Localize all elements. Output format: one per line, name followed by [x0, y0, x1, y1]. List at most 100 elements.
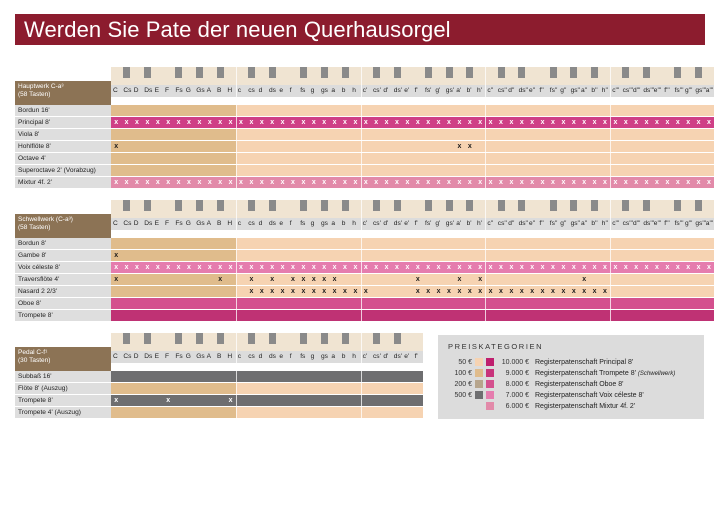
note-name: D: [133, 353, 139, 360]
sponsor-mark: x: [207, 119, 212, 126]
sponsor-mark: x: [499, 179, 503, 186]
sponsor-mark: x: [166, 264, 171, 271]
schwellwerk-header: Schwellwerk (C-a³) (58 Tasten): [15, 214, 111, 238]
black-key: [497, 200, 505, 211]
sponsor-mark: x: [561, 264, 566, 271]
sponsorship-amount: 6.000 €: [505, 403, 529, 410]
sponsor-mark: x: [415, 288, 420, 295]
note-name: C: [113, 220, 118, 227]
note-name: fs''': [674, 220, 684, 227]
sponsor-mark: x: [332, 179, 337, 186]
sponsor-mark: x: [499, 288, 503, 295]
stop-name: Trompete 4' (Auszug): [15, 407, 111, 419]
sponsor-mark: x: [655, 264, 659, 271]
stop-bar: x: [111, 250, 715, 261]
sponsor-mark: x: [249, 179, 254, 186]
note-name: Cs: [123, 87, 132, 94]
sponsor-mark: x: [187, 264, 191, 271]
note-name: b: [341, 353, 346, 360]
note-name: Gs: [196, 353, 205, 360]
note-name: h: [352, 87, 356, 94]
stop-name: Traversflöte 4': [15, 274, 111, 286]
sponsor-mark: x: [270, 119, 275, 126]
sponsor-mark: x: [343, 179, 347, 186]
sponsor-mark: x: [478, 276, 483, 283]
sponsor-mark: x: [571, 264, 576, 271]
black-key: [466, 67, 474, 78]
sponsor-mark: x: [582, 264, 587, 271]
sponsor-mark: x: [270, 276, 275, 283]
note-name: F: [165, 220, 170, 227]
sponsor-mark: x: [124, 264, 129, 271]
octave-divider: [235, 333, 237, 419]
sponsor-mark: x: [239, 119, 243, 126]
sponsor-mark: x: [571, 119, 576, 126]
sponsor-mark: x: [405, 264, 410, 271]
sponsor-mark: x: [592, 288, 597, 295]
note-name: gs': [445, 220, 455, 227]
note-name: b': [466, 220, 472, 227]
sponsor-mark: x: [218, 276, 223, 283]
sponsor-mark: x: [249, 119, 254, 126]
note-name: f: [289, 220, 292, 227]
note-name: b': [466, 87, 472, 94]
note-name: ds': [393, 87, 403, 94]
note-name: cs': [373, 220, 381, 227]
sponsor-mark: x: [686, 119, 691, 126]
sponsor-mark: x: [155, 179, 160, 186]
sponsor-mark: x: [353, 179, 358, 186]
sponsor-mark: x: [561, 179, 566, 186]
black-key: [570, 67, 578, 78]
sponsor-mark: x: [655, 119, 659, 126]
sponsorship-text: Registerpatenschaft Principal 8': [535, 359, 634, 366]
note-name: ds: [269, 353, 276, 360]
sponsor-mark: x: [322, 179, 327, 186]
sponsor-mark: x: [509, 119, 514, 126]
sponsor-mark: x: [343, 288, 347, 295]
sponsor-mark: x: [467, 264, 472, 271]
black-key: [622, 200, 630, 211]
sponsor-mark: x: [623, 264, 628, 271]
sponsorship-amount: 9.000 €: [505, 370, 529, 377]
note-name: cs': [373, 353, 381, 360]
sponsor-mark: x: [499, 264, 503, 271]
sponsorship-text: Registerpatenschaft Voix céleste 8': [535, 392, 644, 399]
hauptwerk-stop-row: Superoctave 2' (Vorabzug): [15, 165, 715, 177]
pedal-title: Pedal C-f¹: [18, 349, 48, 356]
note-name: e': [404, 353, 410, 360]
stop-name: Viola 8': [15, 129, 111, 141]
note-name: g': [435, 87, 441, 94]
sponsor-mark: x: [436, 288, 441, 295]
sponsor-mark: x: [270, 179, 275, 186]
note-name: ds''': [643, 220, 655, 227]
stop-name: Nasard 2 2/3': [15, 286, 111, 298]
note-name: e''': [653, 87, 662, 94]
note-name: e': [404, 220, 410, 227]
sponsor-mark: x: [509, 264, 514, 271]
sponsor-mark: x: [384, 119, 389, 126]
stop-name: Subbaß 16': [15, 371, 111, 383]
black-key: [549, 67, 557, 78]
sponsor-mark: x: [415, 276, 420, 283]
black-key: [570, 200, 578, 211]
note-name: ds'': [518, 87, 529, 94]
sponsor-mark: x: [519, 264, 524, 271]
stop-name: Trompete 8': [15, 395, 111, 407]
pedal-stop-row: Subbaß 16': [15, 371, 423, 383]
sponsor-mark: x: [259, 288, 264, 295]
sponsor-mark: x: [509, 288, 514, 295]
note-name: gs''': [695, 87, 707, 94]
note-name: fs'': [549, 87, 558, 94]
octave-divider: [360, 200, 362, 322]
note-name: a': [456, 220, 462, 227]
sponsorship-amount: 8.000 €: [505, 381, 529, 388]
stop-bar: [111, 105, 715, 116]
title-banner: Werden Sie Pate der neuen Querhausorgel: [15, 14, 705, 45]
sponsor-mark: x: [603, 179, 607, 186]
note-name: g: [310, 353, 315, 360]
sponsorship-swatch: [486, 380, 494, 388]
tier-amount: 50 €: [458, 359, 472, 366]
octave-divider: [235, 67, 237, 189]
